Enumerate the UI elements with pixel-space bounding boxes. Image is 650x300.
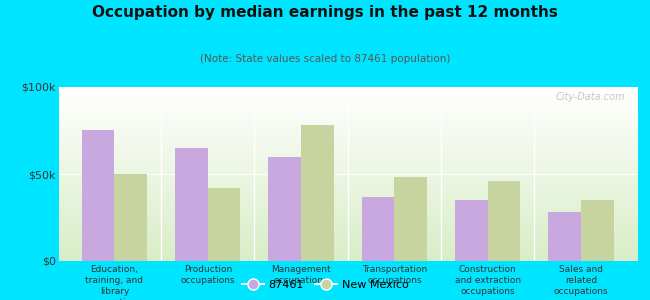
Bar bbox=[268, 157, 301, 261]
Bar bbox=[362, 196, 395, 261]
Bar bbox=[395, 178, 427, 261]
Text: Occupation by median earnings in the past 12 months: Occupation by median earnings in the pas… bbox=[92, 4, 558, 20]
Bar bbox=[581, 200, 614, 261]
Text: City-Data.com: City-Data.com bbox=[556, 92, 625, 102]
Bar bbox=[208, 188, 240, 261]
Bar bbox=[301, 125, 333, 261]
Bar bbox=[175, 148, 208, 261]
Bar bbox=[488, 181, 521, 261]
Bar bbox=[549, 212, 581, 261]
Legend: 87461, New Mexico: 87461, New Mexico bbox=[237, 276, 413, 294]
Bar bbox=[455, 200, 488, 261]
Bar bbox=[114, 174, 147, 261]
Text: (Note: State values scaled to 87461 population): (Note: State values scaled to 87461 popu… bbox=[200, 54, 450, 64]
Bar bbox=[82, 130, 114, 261]
